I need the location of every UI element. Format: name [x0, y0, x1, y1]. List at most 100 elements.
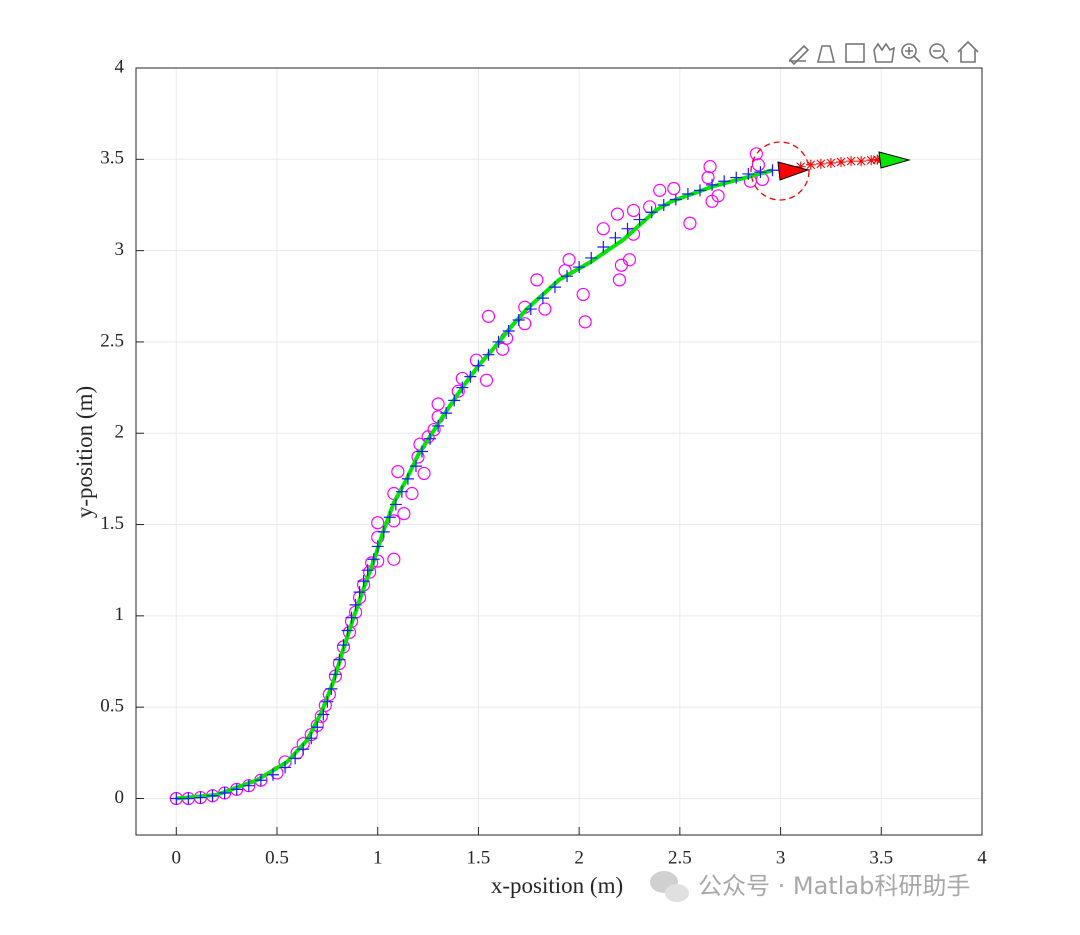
tool-home[interactable]	[957, 40, 979, 63]
y-tick-label: 1.5	[100, 513, 124, 534]
true-position	[389, 498, 402, 511]
true-position	[170, 792, 183, 805]
true-position	[383, 511, 396, 524]
x-tick-label: 3.5	[869, 847, 893, 868]
true-position	[573, 261, 586, 274]
estimate-arrow	[777, 161, 810, 181]
true-position	[456, 381, 469, 394]
true-position	[669, 193, 682, 206]
true-position	[448, 394, 461, 407]
true-position	[536, 292, 549, 305]
y-axis-label: y-position (m)	[72, 386, 97, 518]
toolbar[interactable]	[788, 40, 979, 66]
true-position	[357, 575, 370, 588]
measurement	[451, 384, 465, 398]
true-position	[464, 370, 477, 383]
measurement	[427, 422, 441, 437]
true-position	[633, 213, 646, 226]
true-position	[597, 240, 610, 253]
measurement	[431, 397, 445, 411]
measurement	[363, 565, 377, 579]
true-position	[645, 206, 658, 219]
true-position	[492, 335, 505, 348]
x-tick-label: 3	[776, 847, 786, 868]
true-position	[395, 485, 408, 498]
uncertainty-circle	[750, 141, 810, 201]
true-position	[305, 732, 318, 745]
measurement	[683, 216, 697, 230]
true-position	[377, 525, 390, 538]
true-position	[317, 708, 330, 721]
true-position	[242, 779, 255, 792]
true-position	[182, 792, 195, 805]
tool-brush[interactable]	[816, 45, 836, 63]
y-tick-label: 1	[115, 604, 125, 625]
measurement	[622, 253, 637, 267]
true-position	[730, 171, 743, 184]
prediction	[866, 155, 877, 166]
true-position	[416, 445, 429, 458]
true-position	[254, 774, 267, 787]
true-position	[371, 540, 384, 553]
true-position	[194, 791, 207, 804]
true-position	[341, 624, 354, 637]
tool-pan[interactable]	[873, 42, 896, 63]
grid	[136, 67, 983, 835]
true-position	[706, 178, 719, 191]
measurement	[610, 207, 625, 221]
true-position	[279, 761, 292, 774]
true-position	[754, 166, 767, 179]
watermark-icon	[650, 871, 689, 902]
measurement	[711, 189, 725, 203]
true-position	[432, 419, 445, 432]
measurement	[371, 516, 385, 530]
true-position	[325, 682, 338, 695]
prediction	[825, 157, 836, 168]
true-position	[585, 251, 598, 264]
true-position	[311, 721, 324, 734]
tool-zoom-in[interactable]	[901, 43, 917, 59]
true-position	[337, 639, 350, 652]
measurement	[612, 273, 627, 287]
true-position	[502, 324, 515, 337]
true-position	[621, 222, 634, 235]
true-position	[266, 768, 279, 781]
tool-zoom-out[interactable]	[929, 43, 945, 59]
true-position	[681, 188, 694, 201]
tool-edit[interactable]	[788, 44, 810, 66]
tool-legend[interactable]	[845, 43, 865, 63]
x-tick-label: 2	[574, 847, 584, 868]
goal-arrow	[878, 151, 911, 169]
true-position	[482, 348, 495, 361]
true-position	[524, 303, 537, 316]
true-position	[349, 598, 362, 611]
y-tick-label: 0	[115, 787, 125, 808]
true-position	[218, 786, 231, 799]
measurement	[653, 183, 667, 197]
measurement	[538, 302, 552, 316]
true-position	[230, 783, 243, 796]
marks	[169, 147, 887, 806]
y-tick-label: 2	[115, 422, 125, 443]
prediction	[836, 157, 846, 168]
measurement	[479, 373, 494, 387]
prediction	[856, 156, 867, 167]
plot-area	[136, 68, 982, 835]
watermark: 公众号 · Matlab科研助手	[698, 872, 970, 900]
measurement	[749, 147, 764, 161]
y-tick-label: 3.5	[100, 148, 124, 169]
true-position	[766, 164, 779, 177]
axes-box	[135, 67, 983, 836]
measurement	[751, 158, 766, 172]
prediction	[795, 161, 806, 172]
true-position	[367, 553, 380, 566]
true-position	[440, 407, 453, 420]
true-position	[333, 653, 346, 666]
measurement	[701, 170, 715, 185]
prediction	[805, 159, 816, 170]
x-tick-label: 0.5	[265, 847, 289, 868]
measurement	[405, 486, 419, 501]
measurement	[391, 464, 405, 479]
true-position	[361, 564, 374, 577]
